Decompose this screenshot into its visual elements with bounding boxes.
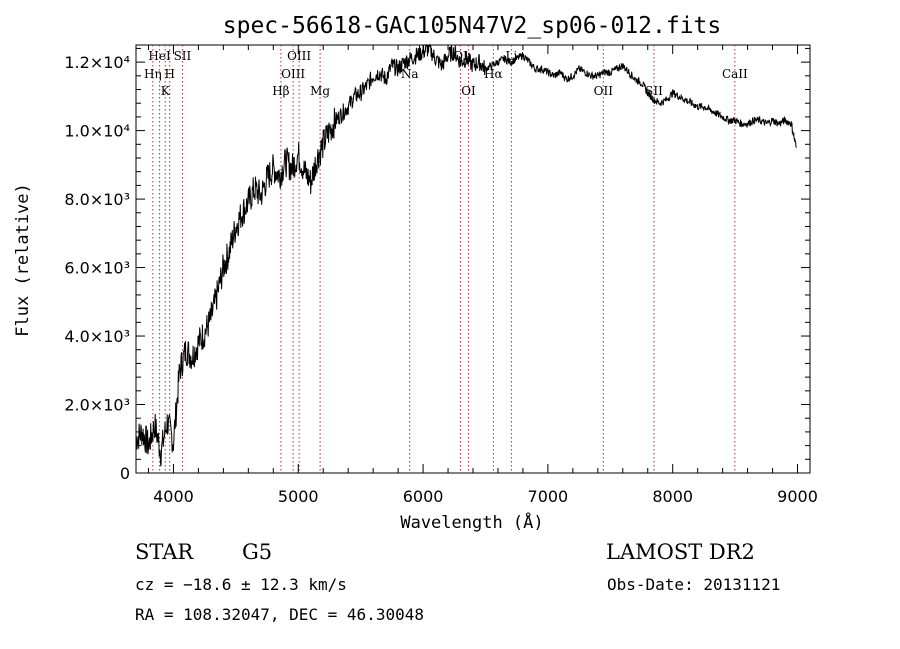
- x-tick-label-1: 5000: [278, 487, 319, 506]
- line-label-0: Hη: [144, 67, 162, 81]
- y-tick-label-2: 4.0×10³: [64, 327, 130, 346]
- y-tick-label-1: 2.0×10³: [64, 396, 130, 415]
- line-label-5: Hβ: [272, 84, 289, 98]
- line-label-3: H: [164, 67, 174, 81]
- spectrum-line: [135, 43, 797, 467]
- line-label-12: Hα: [484, 67, 503, 81]
- x-tick-label-3: 7000: [528, 487, 569, 506]
- line-label-9: Na: [401, 67, 419, 81]
- line-label-4: SII: [174, 49, 192, 63]
- line-label-2: K: [161, 84, 171, 98]
- axis-ticks: 4000 5000 6000 7000 8000 9000 0 2.0×10³ 4.0×10³ 6…: [64, 45, 818, 506]
- object-subclass: G5: [242, 540, 272, 564]
- x-axis-label: Wavelength (Å): [400, 511, 543, 533]
- line-label-11: OI: [461, 84, 476, 98]
- y-axis-label: Flux (relative): [13, 183, 33, 337]
- x-tick-label-0: 4000: [153, 487, 194, 506]
- y-tick-label-6: 1.2×10⁴: [64, 53, 130, 72]
- y-tick-label-4: 8.0×10³: [64, 190, 130, 209]
- object-class: STAR: [135, 540, 194, 564]
- line-label-1: HeI: [148, 49, 171, 63]
- line-label-16: CaII: [722, 67, 748, 81]
- y-tick-label-3: 6.0×10³: [64, 259, 130, 278]
- x-tick-label-4: 8000: [652, 487, 693, 506]
- line-label-13: Li: [506, 49, 518, 63]
- chart-title: spec-56618-GAC105N47V2_sp06-012.fits: [223, 13, 722, 39]
- line-label-7: OIII: [287, 49, 311, 63]
- y-tick-label-5: 1.0×10⁴: [64, 122, 130, 141]
- coordinates: RA = 108.32047, DEC = 46.30048: [135, 605, 424, 624]
- line-label-14: OII: [594, 84, 614, 98]
- line-label-6: OIII: [281, 67, 305, 81]
- line-label-8: Mg: [310, 84, 330, 98]
- x-tick-label-2: 6000: [403, 487, 444, 506]
- obs-date: Obs-Date: 20131121: [607, 575, 780, 594]
- y-tick-label-0: 0: [120, 464, 130, 483]
- x-tick-label-5: 9000: [777, 487, 818, 506]
- survey-name: LAMOST DR2: [606, 540, 755, 564]
- cz-value: cz = −18.6 ± 12.3 km/s: [135, 575, 347, 594]
